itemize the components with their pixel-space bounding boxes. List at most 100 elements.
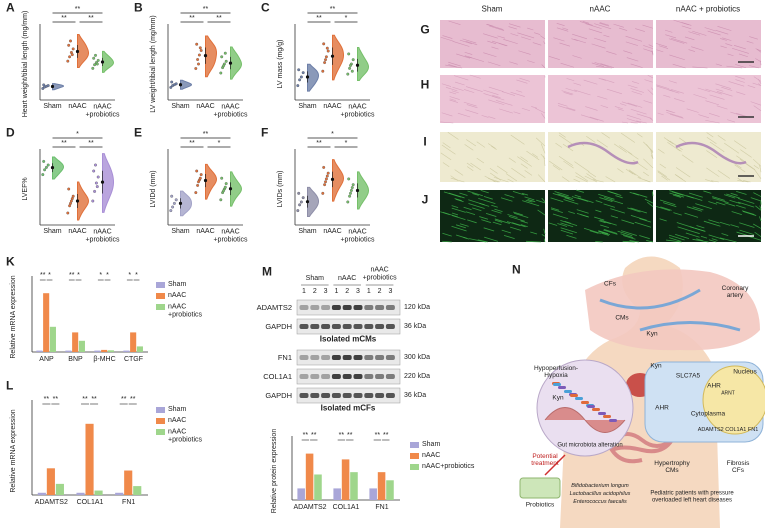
- tissue-fiber: [483, 227, 495, 232]
- x-tick-label: nAAC: [323, 103, 342, 111]
- tissue-fiber: [508, 23, 521, 28]
- data-point: [174, 82, 178, 86]
- x-tick-label: Sham: [43, 103, 62, 111]
- tissue-fiber: [720, 45, 727, 49]
- tissue-fiber: [563, 92, 573, 96]
- tissue-fiber: [735, 64, 747, 69]
- data-point: [322, 165, 326, 169]
- tissue-fiber: [629, 170, 636, 176]
- blot-band: [353, 355, 363, 360]
- bacterium: [603, 415, 611, 418]
- blot-band: [321, 374, 331, 379]
- tissue-fiber: [493, 176, 509, 183]
- tissue-fiber: [527, 27, 534, 31]
- tissue-fiber: [709, 94, 725, 100]
- tissue-fiber: [448, 61, 461, 67]
- tissue-fiber: [507, 178, 514, 183]
- half-violin: [52, 156, 65, 180]
- x-tick-label: FN1: [375, 504, 389, 512]
- tissue-fiber: [520, 220, 528, 224]
- significance-label: *: [135, 272, 138, 280]
- blot-band: [299, 393, 309, 398]
- significance-label: **: [202, 6, 209, 14]
- size-label: 120 kDa: [404, 304, 431, 312]
- tissue-fiber: [521, 192, 529, 196]
- tissue-fiber: [557, 223, 568, 227]
- x-tick-label: nAAC +probiotics: [85, 103, 120, 118]
- tissue-fiber: [553, 37, 565, 42]
- data-point: [298, 203, 302, 207]
- significance-label: **: [88, 140, 94, 148]
- tissue-fiber: [512, 222, 526, 228]
- tissue-fiber: [491, 209, 502, 214]
- tissue-fiber: [627, 207, 641, 213]
- tissue-fiber: [752, 82, 761, 86]
- tissue-fiber: [655, 43, 668, 48]
- tissue-fiber: [735, 79, 745, 83]
- mean-dot: [228, 187, 233, 191]
- schematic-label: Hypoperfusion-Hypoxia: [533, 364, 579, 379]
- significance-label: **: [374, 432, 381, 440]
- tissue-fiber: [747, 85, 756, 88]
- tissue-fiber: [648, 44, 654, 47]
- tissue-fiber: [519, 77, 530, 82]
- tissue-fiber: [626, 118, 642, 124]
- bar: [305, 453, 314, 500]
- data-point: [348, 194, 352, 198]
- tissue-fiber: [730, 192, 738, 196]
- bar: [43, 293, 50, 352]
- tissue-fiber: [695, 203, 712, 210]
- blot-band: [342, 324, 352, 329]
- blot-band: [364, 393, 374, 398]
- mean-dot: [330, 177, 335, 181]
- tissue-fiber: [518, 50, 531, 55]
- data-point: [349, 63, 352, 67]
- micrograph: [656, 190, 761, 242]
- bar: [377, 472, 386, 500]
- bar: [115, 492, 124, 495]
- tissue-fiber: [667, 142, 681, 152]
- data-point: [94, 181, 98, 185]
- tissue-fiber: [705, 88, 723, 95]
- tissue-fiber: [517, 156, 532, 167]
- tissue-fiber: [558, 134, 573, 145]
- tissue-fiber: [572, 33, 588, 40]
- data-point: [351, 58, 355, 62]
- tissue-fiber: [740, 149, 752, 158]
- tissue-fiber: [715, 83, 731, 89]
- tissue-fiber: [739, 222, 755, 228]
- legend-label: nAAC +probiotics: [168, 303, 203, 318]
- data-point: [46, 84, 50, 88]
- tissue-fiber: [703, 190, 712, 194]
- tissue-fiber: [703, 220, 721, 227]
- data-point: [169, 209, 173, 213]
- tissue-fiber: [717, 135, 726, 141]
- tissue-fiber: [752, 158, 762, 167]
- tissue-fiber: [549, 160, 563, 171]
- data-point: [196, 58, 200, 61]
- mean-dot: [203, 178, 208, 183]
- tissue-fiber: [759, 164, 762, 173]
- significance-label: *: [48, 272, 51, 280]
- tissue-fiber: [677, 226, 686, 230]
- half-violin: [230, 46, 243, 80]
- size-label: 300 kDa: [404, 354, 431, 362]
- y-axis-label: LVIDs (mm): [277, 170, 285, 208]
- tissue-fiber: [716, 91, 733, 97]
- blot-band: [375, 324, 385, 329]
- tissue-fiber: [487, 61, 501, 67]
- tissue-fiber: [445, 64, 463, 69]
- tissue-fiber: [541, 234, 546, 237]
- tissue-fiber: [753, 223, 762, 229]
- bacterium: [581, 401, 589, 404]
- tissue-fiber: [737, 180, 749, 183]
- tissue-fiber: [573, 178, 581, 183]
- tissue-fiber: [622, 121, 628, 124]
- half-violin: [332, 34, 345, 81]
- tissue-fiber: [440, 121, 454, 124]
- tissue-fiber: [686, 206, 702, 212]
- tissue-fiber: [726, 119, 736, 123]
- data-point: [219, 198, 223, 202]
- panel-label: E: [134, 125, 143, 140]
